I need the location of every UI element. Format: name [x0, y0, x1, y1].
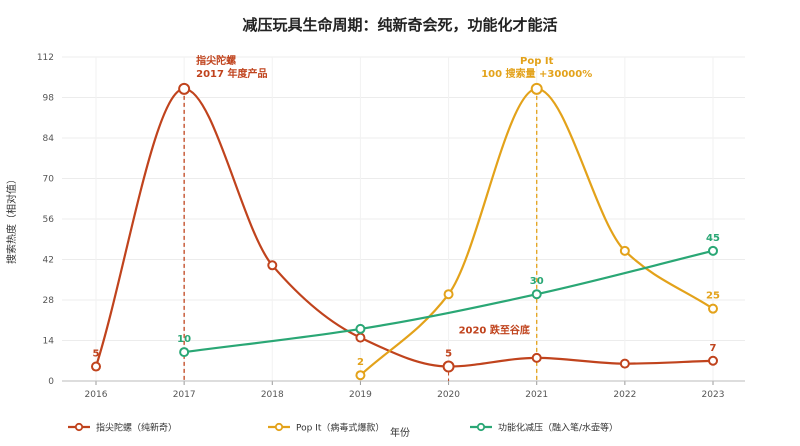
y-tick-label: 98: [43, 94, 55, 104]
legend-label: Pop It（病毒式爆款）: [296, 422, 384, 434]
series-line-2: [183, 249, 714, 354]
y-tick-label: 56: [43, 215, 55, 225]
x-tick-label: 2021: [525, 390, 548, 400]
data-point: [267, 260, 278, 271]
legend-label: 功能化减压（融入笔/水壶等）: [498, 422, 618, 434]
legend-marker: [476, 422, 486, 432]
x-tick-label: 2023: [702, 390, 725, 400]
y-tick-label: 84: [43, 134, 55, 144]
data-label: 10: [177, 334, 191, 345]
x-tick-label: 2018: [261, 390, 284, 400]
legend-label: 指尖陀螺（纯新奇）: [96, 422, 177, 434]
data-point: [443, 289, 454, 300]
data-point: [619, 245, 630, 256]
data-point: [530, 82, 543, 95]
annotation-text: 2020 跌至谷底: [459, 324, 530, 337]
data-label: 30: [530, 276, 544, 287]
data-label: 7: [710, 343, 717, 354]
data-point: [355, 323, 366, 334]
legend-marker: [274, 422, 284, 432]
data-point: [442, 360, 455, 373]
x-tick-label: 2020: [437, 390, 460, 400]
data-point: [178, 82, 191, 95]
x-axis-label: 年份: [390, 426, 410, 439]
annotation-text: 100 搜索量 +30000%: [481, 67, 592, 80]
series-line-0: [94, 87, 714, 368]
y-tick-label: 112: [37, 53, 54, 63]
annotation-text: 指尖陀螺: [196, 54, 236, 67]
data-label: 5: [445, 349, 452, 360]
x-tick-label: 2017: [173, 390, 196, 400]
data-label: 45: [706, 233, 720, 244]
legend-marker: [74, 422, 84, 432]
annotation-text: 2017 年度产品: [196, 67, 267, 80]
data-point: [91, 361, 101, 372]
data-point: [355, 370, 366, 381]
data-label: 25: [706, 291, 720, 302]
data-point: [531, 352, 542, 363]
y-tick-label: 42: [43, 256, 54, 266]
y-tick-label: 0: [48, 377, 54, 387]
y-tick-label: 14: [43, 337, 55, 347]
annotation-text: Pop It: [520, 56, 554, 67]
data-point: [708, 303, 718, 314]
data-point: [531, 289, 542, 300]
x-tick-label: 2016: [85, 390, 108, 400]
data-label: 5: [93, 349, 100, 360]
data-point: [179, 347, 190, 358]
data-label: 2: [357, 357, 364, 368]
chart-title: 减压玩具生命周期：纯新奇会死，功能化才能活: [242, 16, 558, 34]
x-tick-label: 2019: [349, 390, 372, 400]
data-point: [708, 245, 718, 256]
data-point: [355, 332, 366, 343]
data-point: [708, 355, 718, 366]
x-tick-label: 2022: [613, 390, 636, 400]
data-point: [619, 358, 630, 369]
y-tick-label: 70: [43, 175, 55, 185]
y-axis-label: 搜索热度（相对值）: [5, 174, 18, 264]
y-tick-label: 28: [43, 296, 55, 306]
